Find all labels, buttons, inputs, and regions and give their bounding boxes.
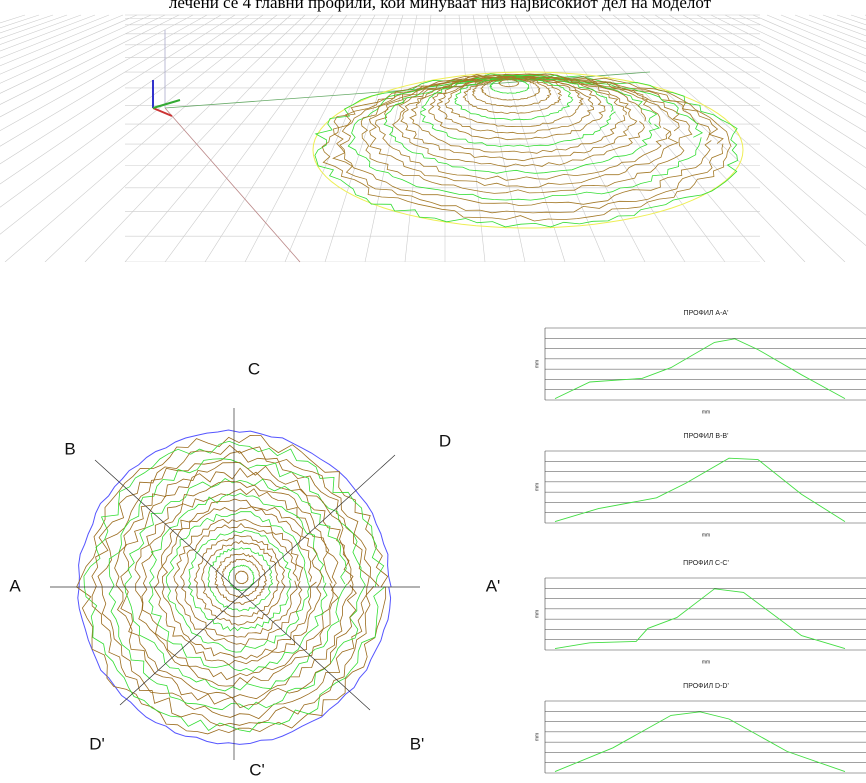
section-line bbox=[95, 460, 370, 710]
contour bbox=[142, 489, 333, 680]
contour bbox=[348, 75, 702, 200]
grid bbox=[0, 15, 277, 262]
contour bbox=[322, 75, 731, 221]
contour bbox=[393, 76, 646, 167]
grid bbox=[529, 15, 685, 262]
grid bbox=[205, 15, 361, 262]
grid bbox=[45, 15, 305, 262]
mask bbox=[0, 262, 866, 302]
section-label: A' bbox=[486, 576, 501, 595]
profile-line bbox=[555, 458, 845, 521]
caption: лечени се 4 главни профили, кои минуваат… bbox=[169, 0, 712, 12]
profile-title: ПРОФИЛ B-B' bbox=[684, 433, 729, 440]
grid bbox=[0, 15, 109, 262]
x-label: mm bbox=[702, 532, 710, 538]
page: лечени се 4 главни профили, кои минуваат… bbox=[0, 0, 866, 783]
3d-view bbox=[0, 15, 866, 302]
profiles: ПРОФИЛ А-А' mm mm ПРОФИЛ B-B' mm mm ПРОФИЛ C-C… bbox=[534, 310, 866, 783]
grid bbox=[627, 15, 866, 262]
grid bbox=[655, 15, 866, 262]
grid bbox=[599, 15, 866, 262]
section-label: C' bbox=[249, 760, 265, 779]
profile-title: ПРОФИЛ А-А' bbox=[684, 310, 729, 317]
section-label: B bbox=[64, 439, 75, 458]
grid bbox=[823, 15, 866, 262]
grid bbox=[245, 15, 375, 262]
section-label: A bbox=[9, 576, 21, 595]
grid bbox=[0, 15, 151, 262]
y-label: mm bbox=[534, 483, 540, 491]
contour bbox=[92, 445, 379, 726]
axis bbox=[165, 108, 300, 262]
profile-title: ПРОФИЛ D-D' bbox=[683, 683, 729, 690]
grid bbox=[0, 15, 179, 262]
y-label: mm bbox=[534, 360, 540, 368]
contour bbox=[333, 74, 723, 213]
figure: лечени се 4 главни профили, кои минуваат… bbox=[0, 0, 866, 783]
grid bbox=[543, 15, 725, 262]
contour bbox=[315, 74, 738, 227]
grid bbox=[85, 15, 319, 262]
section-label: D' bbox=[89, 734, 105, 753]
section-label: C bbox=[248, 359, 260, 378]
contour bbox=[181, 524, 298, 638]
section-label: D bbox=[439, 431, 451, 450]
grid bbox=[613, 15, 866, 262]
grid bbox=[641, 15, 866, 262]
profile-title: ПРОФИЛ C-C' bbox=[683, 560, 729, 567]
y-label: mm bbox=[534, 733, 540, 741]
grid bbox=[767, 15, 866, 262]
grid bbox=[0, 15, 249, 262]
x-label: mm bbox=[702, 659, 710, 665]
x-label: mm bbox=[702, 409, 710, 415]
grid bbox=[585, 15, 845, 262]
grid bbox=[125, 15, 333, 262]
grid bbox=[571, 15, 805, 262]
grid bbox=[851, 15, 866, 262]
grid bbox=[711, 15, 866, 262]
grid bbox=[0, 15, 53, 262]
contour bbox=[202, 541, 279, 617]
grid bbox=[5, 15, 291, 262]
axis-icon bbox=[153, 108, 172, 116]
section-label: B' bbox=[410, 734, 425, 753]
contour bbox=[401, 76, 637, 161]
contour bbox=[135, 482, 338, 687]
grid bbox=[0, 15, 235, 262]
grid bbox=[837, 15, 866, 262]
contour bbox=[121, 468, 353, 698]
grid bbox=[0, 15, 193, 262]
contour bbox=[208, 548, 273, 612]
contour bbox=[235, 571, 248, 584]
y-label: mm bbox=[534, 610, 540, 618]
contour-map: C B D A A' D' B' C' bbox=[9, 359, 500, 779]
grid bbox=[165, 15, 347, 262]
